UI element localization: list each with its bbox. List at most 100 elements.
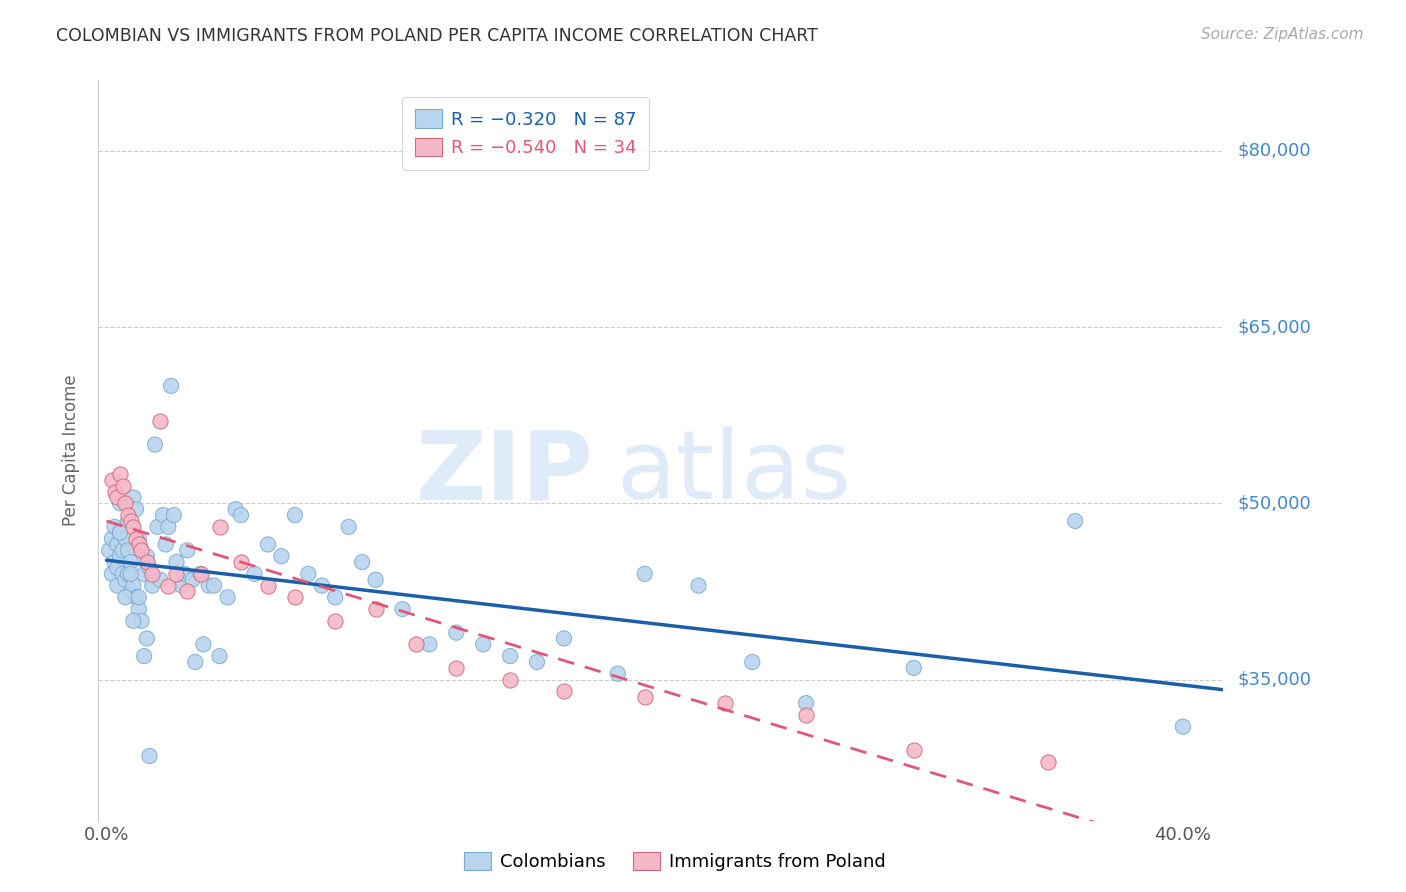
Point [98,543,121,558]
Point [111,543,134,558]
Point [284,508,307,522]
Point [181,573,204,587]
Point [111,566,134,581]
Point [141,566,163,581]
Point [120,566,142,581]
Point [117,566,139,581]
Point [229,555,252,569]
Point [122,579,145,593]
Point [120,584,142,599]
Point [114,591,136,605]
Point [134,649,156,664]
Point [105,537,128,551]
Text: atlas: atlas [616,426,851,519]
Point [1171,720,1194,734]
Point [122,491,145,505]
Point [108,525,131,540]
Point [176,584,198,599]
Point [117,543,139,558]
Text: COLOMBIAN VS IMMIGRANTS FROM POLAND PER CAPITA INCOME CORRELATION CHART: COLOMBIAN VS IMMIGRANTS FROM POLAND PER … [56,27,818,45]
Point [741,655,763,669]
Point [105,491,128,505]
Text: $35,000: $35,000 [1237,671,1312,689]
Point [122,614,145,628]
Point [903,661,925,675]
Point [105,561,128,575]
Point [257,537,280,551]
Point [135,555,157,569]
Text: Source: ZipAtlas.com: Source: ZipAtlas.com [1201,27,1364,42]
Point [141,579,163,593]
Point [125,591,148,605]
Point [155,537,177,551]
Y-axis label: Per Capita Income: Per Capita Income [62,375,80,526]
Point [173,566,195,581]
Point [446,661,468,675]
Point [208,649,231,664]
Point [135,549,157,564]
Point [418,637,440,651]
Point [190,566,212,581]
Point [284,591,307,605]
Point [103,555,125,569]
Point [364,573,387,587]
Point [101,532,124,546]
Point [157,579,180,593]
Point [311,579,333,593]
Point [1038,755,1060,769]
Point [166,566,188,581]
Point [553,684,575,698]
Point [499,673,522,687]
Point [103,484,125,499]
Legend: R = −0.320   N = 87, R = −0.540   N = 34: R = −0.320 N = 87, R = −0.540 N = 34 [402,96,650,169]
Legend: Colombians, Immigrants from Poland: Colombians, Immigrants from Poland [457,845,893,879]
Point [114,532,136,546]
Point [202,579,225,593]
Point [688,579,710,593]
Point [193,637,215,651]
Point [472,637,495,651]
Point [190,566,212,581]
Point [526,655,548,669]
Point [128,591,150,605]
Point [149,573,172,587]
Point [270,549,292,564]
Point [149,414,172,428]
Point [128,602,150,616]
Point [128,537,150,551]
Point [117,514,139,528]
Point [128,532,150,546]
Point [243,566,266,581]
Point [391,602,413,616]
Point [257,579,280,593]
Point [134,566,156,581]
Point [103,520,125,534]
Point [184,655,207,669]
Point [143,437,166,451]
Point [794,696,817,710]
Point [1064,514,1087,528]
Point [120,555,142,569]
Point [170,579,193,593]
Point [125,502,148,516]
Point [229,508,252,522]
Point [135,632,157,646]
Point [297,566,319,581]
Point [125,532,148,546]
Point [553,632,575,646]
Point [794,707,817,722]
Text: $50,000: $50,000 [1237,494,1310,512]
Point [146,520,169,534]
Point [152,508,174,522]
Point [208,520,231,534]
Point [131,543,153,558]
Point [105,579,128,593]
Point [606,666,628,681]
Point [108,467,131,481]
Point [108,525,131,540]
Point [323,614,346,628]
Point [101,566,124,581]
Point [634,566,657,581]
Point [131,543,153,558]
Text: $65,000: $65,000 [1237,318,1310,336]
